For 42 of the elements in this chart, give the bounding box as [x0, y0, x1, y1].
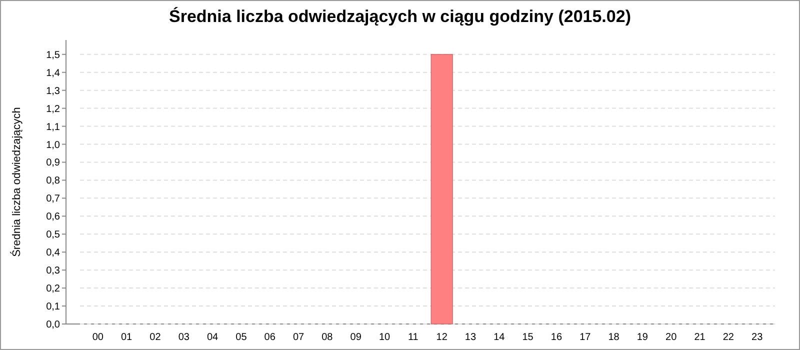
- x-tick-label: 13: [464, 332, 476, 343]
- y-tick-label: 0,1: [46, 302, 60, 313]
- y-tick-label: 1,3: [46, 86, 60, 97]
- x-tick-label: 06: [264, 332, 276, 343]
- x-tick-label: 19: [636, 332, 648, 343]
- x-tick-label: 15: [522, 332, 534, 343]
- y-tick-label: 0,7: [46, 194, 60, 205]
- x-tick-label: 20: [666, 332, 678, 343]
- x-tick-label: 09: [350, 332, 362, 343]
- y-tick-label: 1,5: [46, 50, 60, 61]
- y-tick-label: 0,2: [46, 284, 60, 295]
- x-tick-label: 22: [722, 332, 734, 343]
- x-tick-label: 17: [580, 332, 592, 343]
- x-tick-label: 03: [178, 332, 190, 343]
- chart-title: Średnia liczba odwiedzających w ciągu godziny (2015.02): [169, 6, 631, 26]
- x-tick-label: 08: [322, 332, 334, 343]
- y-tick-label: 0,8: [46, 176, 60, 187]
- y-axis-title: Średnia liczba odwiedzających: [10, 107, 23, 257]
- y-tick-label: 1,2: [46, 104, 60, 115]
- x-tick-label: 16: [550, 332, 562, 343]
- x-tick-label: 02: [150, 332, 162, 343]
- x-tick-label: 21: [694, 332, 706, 343]
- y-tick-label: 0,3: [46, 266, 60, 277]
- x-tick-label: 07: [292, 332, 305, 343]
- x-tick-label: 04: [206, 332, 219, 343]
- y-tick-label: 0,4: [46, 248, 60, 259]
- y-tick-label: 0,9: [46, 158, 60, 169]
- y-tick-label: 1,1: [46, 122, 60, 133]
- x-tick-label: 23: [752, 332, 764, 343]
- y-tick-label: 0,6: [46, 212, 60, 223]
- x-tick-label: 10: [378, 332, 391, 343]
- x-tick-label: 18: [608, 332, 620, 343]
- x-tick-label: 14: [494, 332, 506, 343]
- x-tick-label: 00: [92, 332, 104, 343]
- x-tick-label: 01: [121, 332, 133, 343]
- x-tick-label: 05: [236, 332, 248, 343]
- y-tick-label: 0,0: [46, 320, 60, 330]
- y-tick-label: 0,5: [46, 230, 60, 241]
- x-tick-label: 11: [408, 332, 419, 343]
- y-tick-label: 1,0: [46, 140, 60, 151]
- x-tick-label: 12: [436, 332, 448, 343]
- y-tick-label: 1,4: [46, 68, 60, 79]
